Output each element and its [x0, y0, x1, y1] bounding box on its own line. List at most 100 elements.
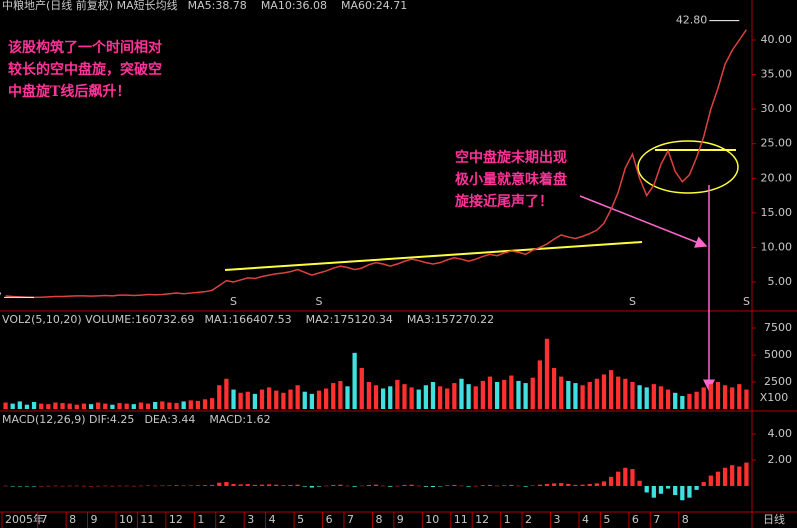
- bar: [252, 484, 258, 486]
- note: 旋接近尾声了！: [454, 193, 553, 210]
- bar: [573, 383, 578, 409]
- bar: [587, 484, 592, 486]
- x-tick-label: 4: [269, 513, 276, 526]
- bar: [274, 484, 279, 486]
- bar: [494, 381, 500, 409]
- bar: [637, 480, 642, 486]
- bar: [502, 485, 507, 486]
- bar: [573, 484, 578, 486]
- bar: [509, 484, 514, 486]
- note: 中盘旋T线后飙升！: [8, 83, 130, 100]
- bar: [395, 485, 400, 487]
- bar: [680, 396, 685, 409]
- signal-mark: S: [316, 295, 323, 308]
- bar: [24, 485, 30, 487]
- x-tick-label: 10: [425, 513, 439, 526]
- bar: [316, 390, 322, 409]
- signal-mark: S: [629, 295, 636, 308]
- bar: [608, 476, 614, 486]
- bar: [637, 385, 642, 409]
- bar: [67, 403, 72, 409]
- bar: [737, 466, 742, 486]
- bar: [145, 403, 151, 409]
- bar: [160, 401, 165, 409]
- bar: [380, 485, 386, 487]
- bar: [17, 485, 22, 487]
- x-tick-label: 7: [653, 513, 660, 526]
- bar: [658, 386, 664, 409]
- bar: [459, 378, 464, 409]
- bar: [331, 383, 336, 409]
- bar: [167, 402, 172, 409]
- bar: [160, 485, 165, 487]
- bar: [145, 485, 151, 487]
- bar: [224, 378, 229, 409]
- bar: [580, 484, 585, 486]
- panel-title: VOL2(5,10,20) VOLUME:160732.69: [2, 313, 194, 326]
- bar: [437, 386, 443, 409]
- bar: [388, 485, 393, 487]
- bar: [509, 375, 514, 409]
- bar: [96, 402, 101, 409]
- bar: [110, 485, 115, 487]
- bar: [366, 484, 372, 486]
- bar: [46, 485, 51, 487]
- bar: [651, 384, 656, 409]
- bar: [673, 392, 678, 409]
- bar: [316, 485, 322, 487]
- bar: [74, 404, 79, 409]
- bar: [117, 485, 122, 487]
- bar: [566, 380, 571, 409]
- x-tick-label: 6: [632, 513, 639, 526]
- bar: [67, 485, 72, 487]
- bar: [480, 485, 485, 486]
- note: 该股构筑了一个时间相对: [8, 39, 162, 56]
- bar: [388, 386, 393, 409]
- bar: [195, 485, 201, 486]
- bar: [31, 401, 37, 409]
- bar: [380, 388, 386, 409]
- bar: [352, 485, 357, 487]
- annotation-label: 2.77: [0, 290, 2, 303]
- x-tick-label: 12: [169, 513, 183, 526]
- bar: [459, 485, 464, 487]
- x-tick-label: 2: [219, 513, 226, 526]
- y-tick-label: 15.00: [761, 206, 793, 219]
- bar: [452, 484, 457, 486]
- bar: [338, 484, 343, 486]
- bar: [694, 391, 699, 409]
- note: 空中盘旋末期出现: [455, 149, 567, 166]
- bar: [295, 484, 300, 486]
- bar: [217, 482, 222, 486]
- bar: [345, 485, 350, 487]
- bar: [601, 481, 607, 486]
- bar: [24, 404, 30, 409]
- bar: [138, 485, 144, 487]
- bar: [167, 485, 172, 486]
- bar: [737, 384, 742, 409]
- x-tick-label: 11: [140, 513, 154, 526]
- bar: [402, 484, 407, 486]
- bar: [445, 485, 450, 486]
- x-tick-label: 12: [475, 513, 489, 526]
- bar: [445, 388, 450, 409]
- bar: [267, 484, 272, 486]
- bar: [601, 374, 607, 409]
- bar: [231, 484, 236, 486]
- x-tick-label: 9: [397, 513, 404, 526]
- bar: [416, 389, 421, 409]
- arrow: [579, 195, 708, 248]
- x-tick-label: 6: [326, 513, 333, 526]
- bar: [366, 381, 372, 409]
- bar: [46, 404, 51, 409]
- bar: [195, 400, 201, 409]
- bar: [81, 403, 87, 409]
- y-tick-label: 4.00: [768, 427, 793, 440]
- bar: [452, 383, 457, 409]
- bar: [202, 399, 208, 409]
- bar: [3, 402, 8, 409]
- panel-title: 中粮地产(日线 前复权) MA短长均线: [2, 0, 178, 12]
- bar: [473, 386, 478, 409]
- bar: [708, 475, 713, 486]
